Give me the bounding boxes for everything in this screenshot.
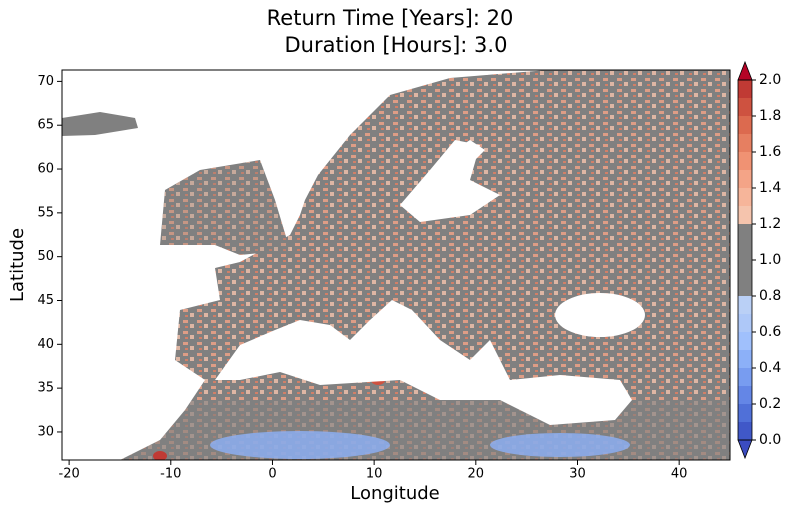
colorbar-segment <box>738 368 752 386</box>
y-tick-label: 55 <box>37 205 54 220</box>
y-tick-label: 65 <box>37 118 54 133</box>
colorbar-tick-label: 0.2 <box>759 396 781 412</box>
x-tick-label: 10 <box>366 467 383 482</box>
colorbar-segment <box>738 332 752 350</box>
colorbar-extend-under <box>737 439 753 460</box>
y-tick-label: 45 <box>37 293 54 308</box>
colorbar-segment <box>738 386 752 404</box>
y-tick-label: 40 <box>37 337 54 352</box>
colorbar-tick-label: 1.2 <box>759 216 781 232</box>
x-tick-label: 0 <box>268 467 276 482</box>
colorbar-segment <box>738 80 752 98</box>
colorbar-tick-label: 0.6 <box>759 324 781 340</box>
colorbar-segment <box>738 314 752 332</box>
colorbar-extend-over <box>737 60 753 81</box>
colorbar-tick-label: 1.8 <box>759 108 781 124</box>
chart-subtitle: Duration [Hours]: 3.0 <box>285 33 508 57</box>
y-tick-label: 50 <box>37 249 54 264</box>
plot-frame <box>61 69 731 461</box>
y-tick-label: 70 <box>37 74 54 89</box>
colorbar-segment <box>738 98 752 116</box>
colorbar-segment <box>738 422 752 440</box>
colorbar-segment <box>738 404 752 422</box>
x-tick-label: 40 <box>671 467 688 482</box>
y-tick-label: 35 <box>37 381 54 396</box>
map-field <box>62 70 730 460</box>
colorbar-tick-label: 0.4 <box>759 360 781 376</box>
colorbar-tick-label: 1.4 <box>759 180 781 196</box>
colorbar-segment <box>738 350 752 368</box>
y-axis-label: Latitude <box>7 228 28 302</box>
colorbar-segment <box>738 170 752 188</box>
colorbar-tick-label: 0.8 <box>759 288 781 304</box>
colorbar-segment <box>738 152 752 170</box>
colorbar-segment <box>738 134 752 152</box>
colorbar-tick-label: 1.0 <box>759 252 781 268</box>
x-tick-label: -20 <box>59 467 80 482</box>
colorbar-tick-label: 0.0 <box>759 432 781 448</box>
colorbar-segment <box>738 116 752 134</box>
x-axis-label: Longitude <box>350 483 440 504</box>
colorbar-segment <box>738 188 752 206</box>
y-tick-label: 60 <box>37 162 54 177</box>
x-tick-label: 30 <box>569 467 586 482</box>
x-tick-label: 20 <box>468 467 485 482</box>
chart-title: Return Time [Years]: 20 <box>267 6 514 30</box>
colorbar-tick-label: 1.6 <box>759 144 781 160</box>
colorbar-segment <box>738 206 752 224</box>
colorbar-segment <box>738 224 752 296</box>
colorbar-segment <box>738 296 752 314</box>
x-tick-label: -10 <box>160 467 181 482</box>
colorbar-tick-label: 2.0 <box>759 72 781 88</box>
y-tick-label: 30 <box>37 424 54 439</box>
